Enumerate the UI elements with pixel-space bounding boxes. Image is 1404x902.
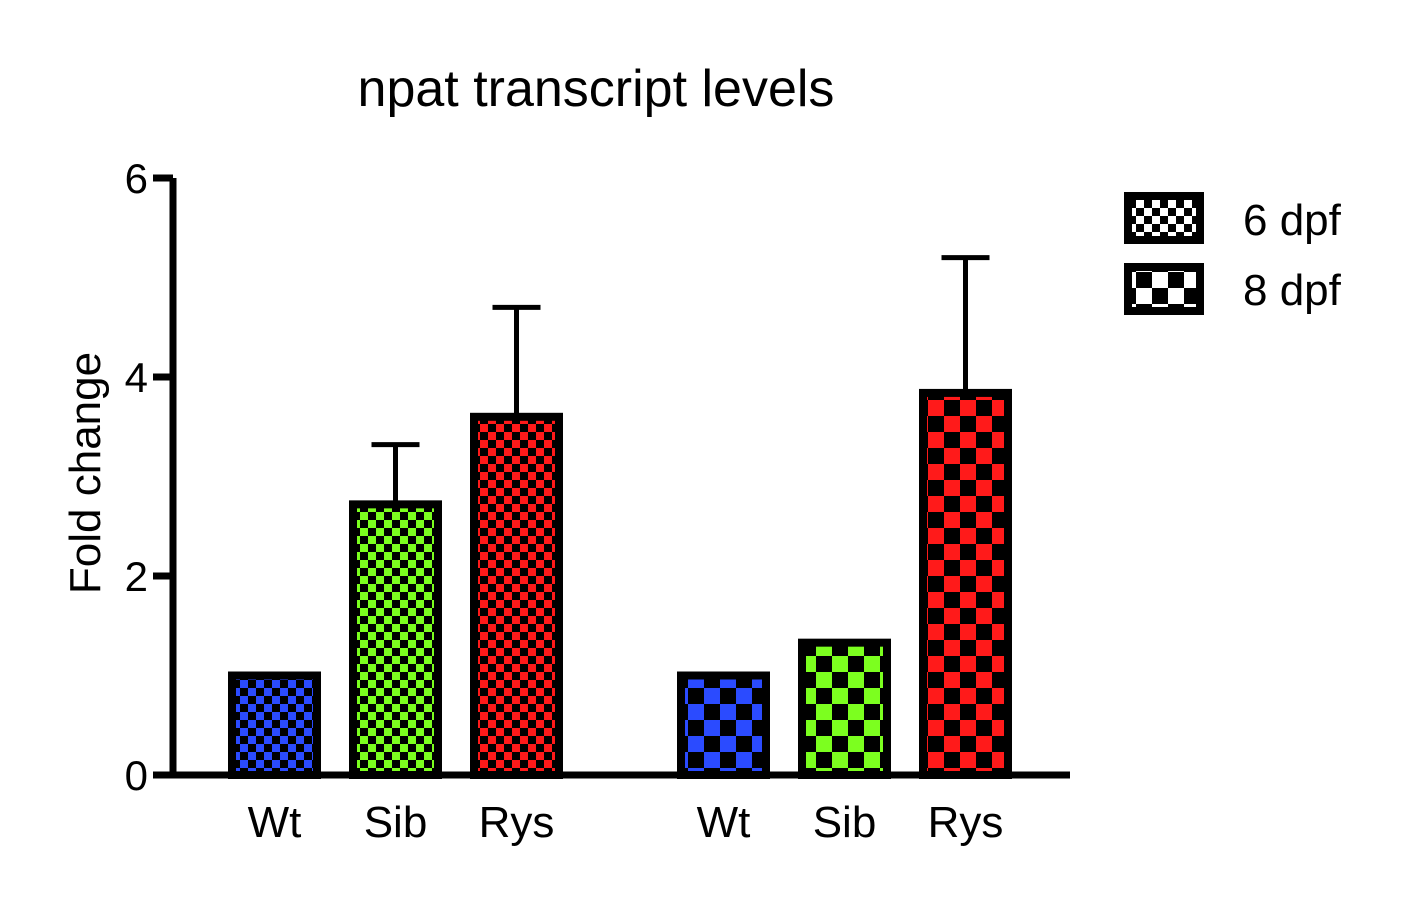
y-tick-label: 6	[125, 155, 148, 202]
x-tick-label: Rys	[928, 798, 1004, 847]
legend-swatch	[1124, 263, 1204, 315]
legend-label: 6 dpf	[1243, 196, 1342, 245]
bar-6dpf-wt	[228, 671, 321, 779]
chart-title: npat transcript levels	[358, 60, 835, 118]
x-tick-label: Sib	[364, 798, 428, 847]
legend-label: 8 dpf	[1243, 266, 1342, 315]
y-tick-label: 4	[125, 354, 148, 401]
y-tick-label: 0	[125, 752, 148, 799]
bar-6dpf-sib	[349, 500, 442, 779]
bars: Wt Sib Rys Wt Sib Rys	[228, 255, 1012, 847]
x-tick-label: Wt	[248, 798, 302, 847]
x-tick-label: Sib	[813, 798, 877, 847]
bar-6dpf-rys	[470, 412, 563, 779]
bar-8dpf-wt	[677, 671, 770, 779]
y-tick-label: 2	[125, 553, 148, 600]
y-axis-label: Fold change	[61, 352, 110, 594]
x-tick-label: Wt	[697, 798, 751, 847]
bar-8dpf-sib	[798, 638, 891, 779]
legend-swatch	[1124, 192, 1204, 244]
bar-8dpf-rys	[919, 388, 1012, 779]
legend: 6 dpf 8 dpf	[1124, 192, 1342, 315]
x-tick-label: Rys	[479, 798, 555, 847]
